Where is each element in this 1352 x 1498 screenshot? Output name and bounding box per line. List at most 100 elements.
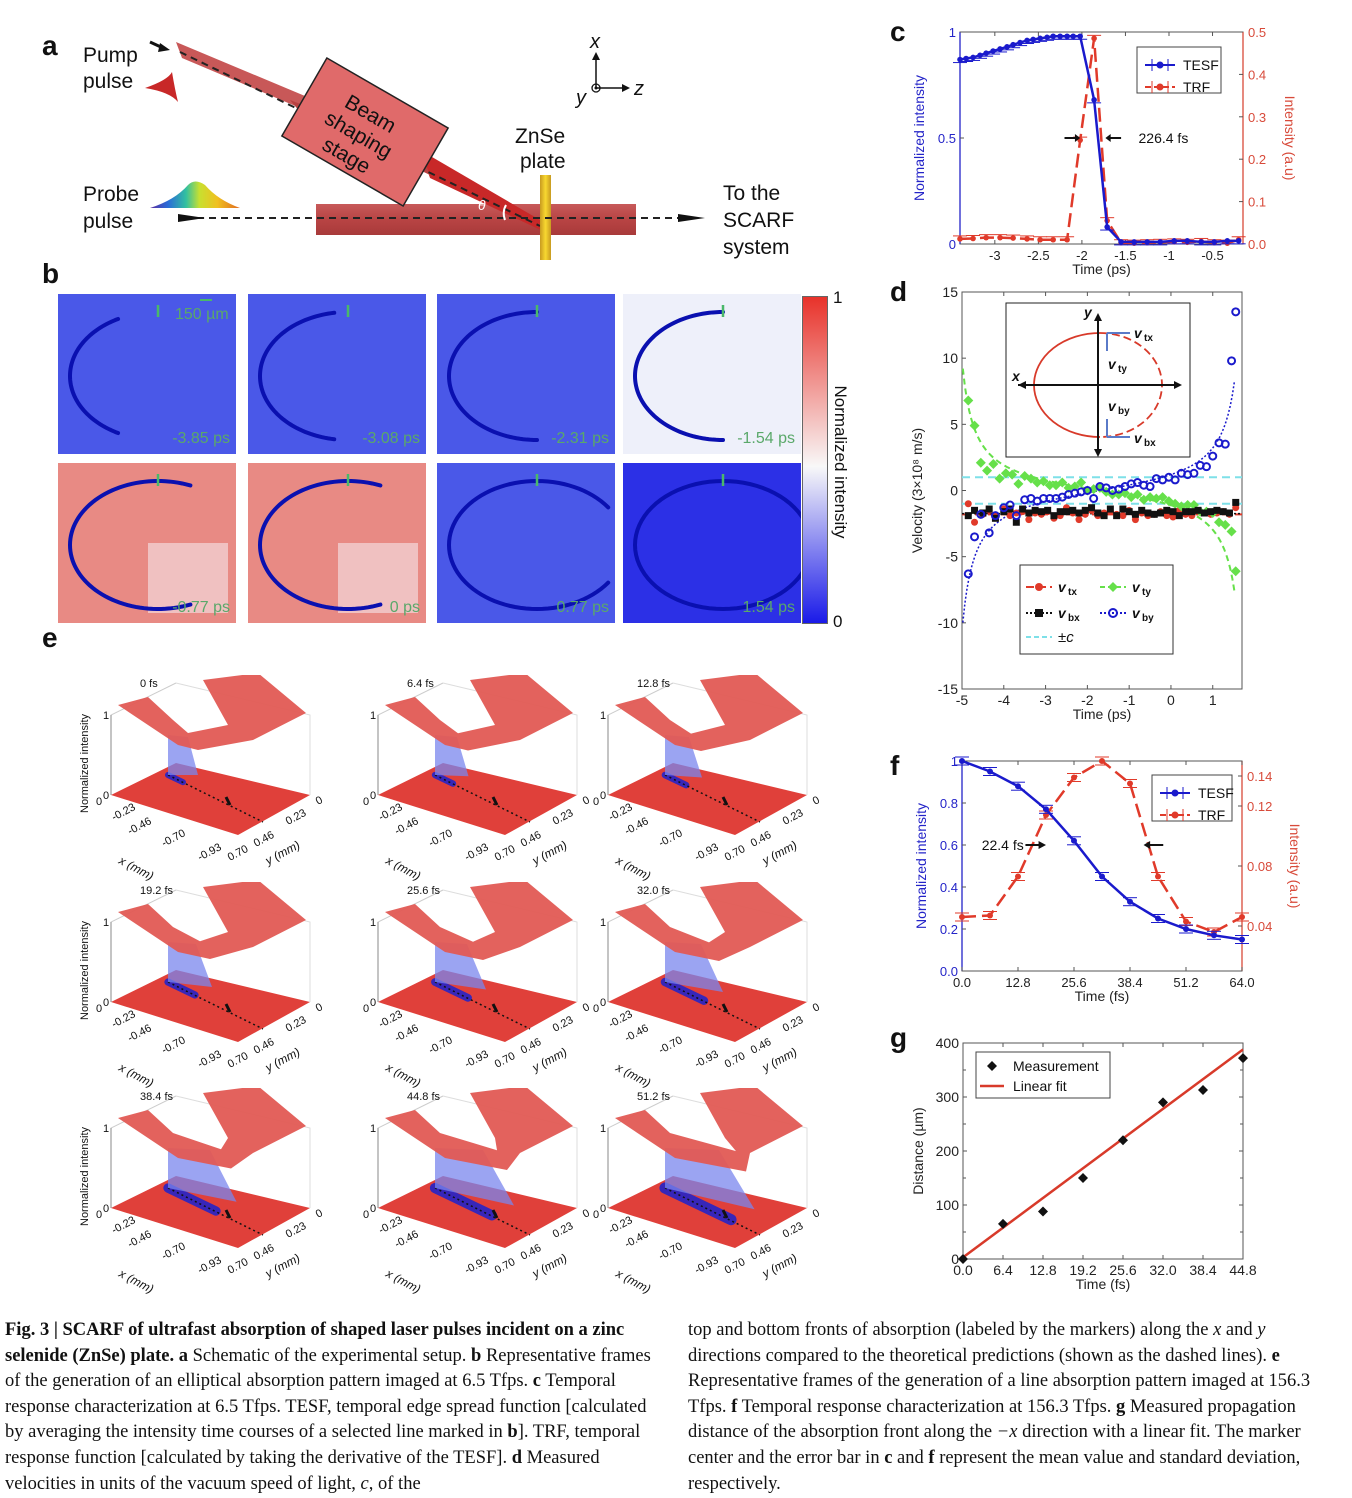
- fwhm-annotation: 22.4 fs: [982, 837, 1024, 853]
- trf-point: [970, 235, 976, 242]
- frame-time-label: -1.54 ps: [737, 430, 795, 447]
- absorption-wall: [168, 1148, 237, 1202]
- tesf-point: [1070, 33, 1076, 40]
- legend-marker: [1156, 61, 1164, 69]
- v_bx-point: [1094, 509, 1102, 517]
- x-tick: -0.46: [393, 1228, 421, 1250]
- v_bx-point: [1037, 508, 1045, 516]
- v_bx-point: [1050, 512, 1058, 520]
- x-tick: -0.23: [607, 1008, 635, 1030]
- caption-d3: top and bottom fronts of absorption (lab…: [688, 1320, 1214, 1340]
- measurement-point: [998, 1218, 1008, 1229]
- z-tick: 1: [600, 917, 606, 929]
- v_ty-point: [1025, 473, 1036, 484]
- legend-marker: [1171, 789, 1179, 797]
- output-label-2: SCARF: [723, 209, 794, 232]
- tesf-point: [1030, 36, 1036, 43]
- coordinate-axes-icon: x z y: [574, 31, 644, 109]
- v_tx-point: [1232, 504, 1240, 512]
- tesf-point: [983, 50, 989, 56]
- scale-bar: [200, 299, 212, 301]
- y2-tick-label: 0.1: [1248, 195, 1266, 210]
- frame-time-label: -3.08 ps: [362, 430, 420, 447]
- panel-label-e: e: [42, 622, 58, 653]
- z-tick: 1: [103, 917, 109, 929]
- legend-marker: [1108, 582, 1118, 592]
- y-tick: 0.46: [519, 1242, 544, 1263]
- x-axis-label: x (mm): [613, 1060, 653, 1090]
- figure-caption-right: top and bottom fronts of absorption (lab…: [688, 1320, 1311, 1494]
- y-tick-label: 300: [936, 1089, 960, 1105]
- tesf-point: [1157, 239, 1164, 245]
- frame-time-label: -0.77 ps: [172, 599, 230, 616]
- x-tick-label: 12.8: [1029, 1262, 1056, 1278]
- base-plane: [111, 763, 310, 835]
- v_bx-point: [1157, 509, 1165, 517]
- pump-beam: [176, 42, 305, 108]
- y-axis-label: Distance (µm): [910, 1107, 926, 1194]
- x-tick-label: -4: [998, 692, 1011, 708]
- x-tick-label: 0.0: [953, 975, 971, 990]
- legend-marker: [1108, 608, 1118, 618]
- trf-point: [1127, 780, 1133, 787]
- x-tick: -0.70: [160, 827, 188, 849]
- tesf-point: [1010, 41, 1016, 48]
- caption-c: Temporal response characterization at 6.…: [5, 1371, 647, 1443]
- y2-tick-label: 0.14: [1247, 769, 1272, 784]
- x-tick-label: 25.6: [1109, 1262, 1136, 1278]
- v_bx-point: [1062, 508, 1070, 516]
- tick-label: ty: [1142, 587, 1151, 598]
- inset-vtx-label: v: [1134, 325, 1143, 341]
- plate-label-2: plate: [520, 150, 566, 173]
- caption-d: Measured velocities in units of the vacu…: [5, 1447, 600, 1494]
- pump-pulse-icon: [145, 72, 178, 102]
- y-tick-label: 10: [942, 350, 958, 366]
- legend-marker: [1035, 609, 1043, 617]
- y-tick: 0.23: [551, 1014, 576, 1035]
- x-tick: -0.70: [427, 1240, 455, 1262]
- legend-label: v: [1058, 579, 1067, 595]
- y-tick: 0.46: [749, 1242, 774, 1263]
- tesf-point: [1171, 238, 1178, 244]
- base-plane: [378, 970, 577, 1042]
- v_ty-point: [982, 465, 993, 476]
- legend-marker: [987, 1061, 997, 1071]
- z-tick: 0: [370, 997, 376, 1009]
- probe-label-1: Probe: [83, 183, 139, 206]
- absorption-wall: [435, 942, 486, 990]
- y-tick: 0.70: [226, 1050, 251, 1071]
- colorbar-max: 1: [833, 288, 843, 307]
- y-tick: 0.23: [284, 1220, 309, 1241]
- z-tick: 1: [600, 710, 606, 722]
- x-tick: -0.70: [160, 1240, 188, 1262]
- scale-bar-label: 150 µm: [175, 306, 229, 323]
- colorbar-label: Normalized intensity: [831, 385, 850, 539]
- v_bx-point: [964, 512, 972, 520]
- x-tick-label: -2.5: [1027, 248, 1049, 263]
- tick-label: tx: [1068, 587, 1077, 598]
- v_ty-point: [994, 473, 1005, 484]
- tick-label: ty: [1118, 364, 1127, 375]
- trf-point: [983, 234, 989, 241]
- x-tick: -0.23: [110, 1214, 138, 1236]
- surface-frame: 25.6 fs 1 0 0 -0.23 -0.46 -0.70 -0.93 0.70 0.46 0.…: [345, 880, 615, 1092]
- top-surface: [118, 880, 306, 959]
- x-tick: -0.70: [657, 827, 685, 849]
- x-tick-label: -0.5: [1201, 248, 1223, 263]
- x-tick: -0.46: [623, 1022, 651, 1044]
- frame-time-label: 1.54 ps: [742, 599, 795, 616]
- x-axis-label: Time (fs): [1075, 988, 1130, 1004]
- v_bx-point: [971, 506, 979, 514]
- v_bx-point: [1131, 510, 1139, 518]
- y-tick: 0.70: [493, 1050, 518, 1071]
- x-tick-label: 12.8: [1005, 975, 1030, 990]
- absorption-wall: [435, 1148, 514, 1206]
- absorption-arc: [632, 478, 801, 612]
- z-axis-label: Normalized intensity: [79, 920, 91, 1020]
- absorption-arc: [257, 479, 383, 611]
- z-tick: 0: [370, 1203, 376, 1215]
- figure-caption-left: Fig. 3 | SCARF of ultrafast absorption o…: [5, 1320, 651, 1494]
- legend-label: v: [1132, 605, 1141, 621]
- frame-time-label: 51.2 fs: [637, 1091, 671, 1103]
- frame-time-label: -3.85 ps: [172, 430, 230, 447]
